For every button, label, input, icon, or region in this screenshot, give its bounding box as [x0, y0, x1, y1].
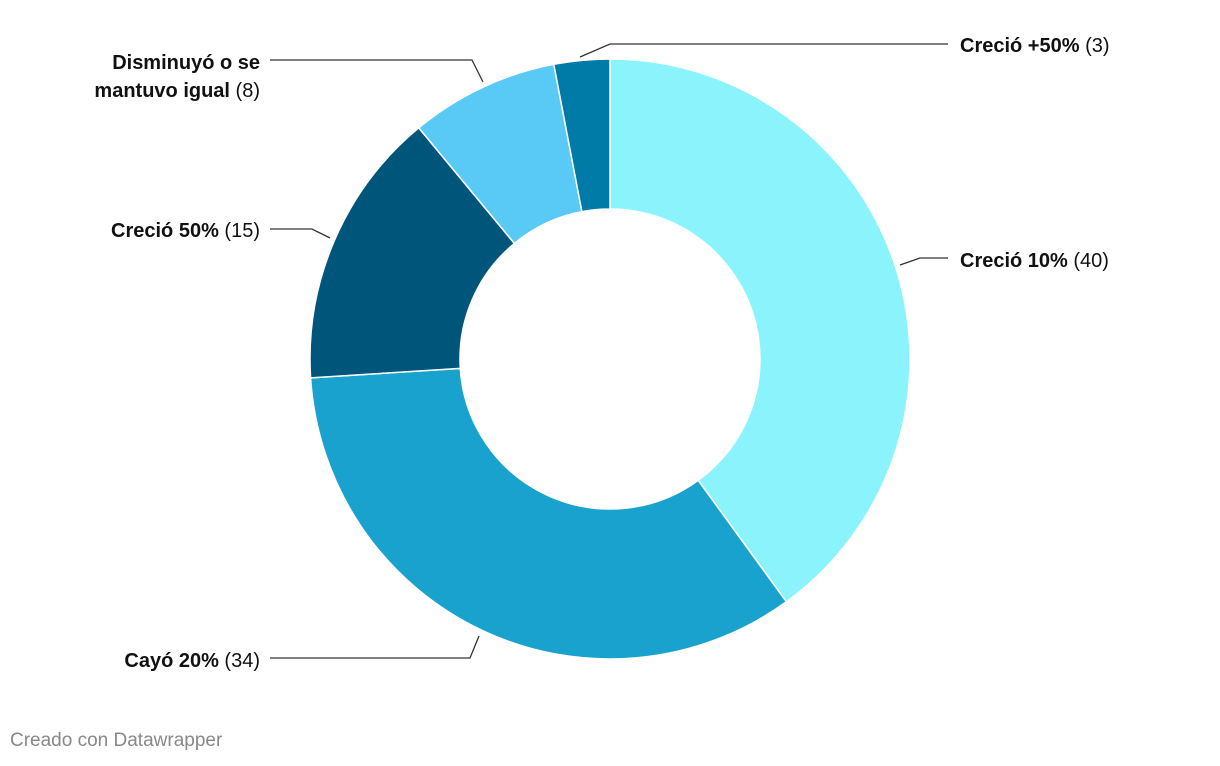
slice-cayo-20	[309, 367, 788, 660]
slice-label-crecio-50: Creció 50% (15)	[111, 220, 260, 242]
leader-line-crecio-50	[270, 228, 331, 239]
slice-label-name: Creció 50%	[111, 220, 219, 242]
leader-line-cayo-20	[270, 635, 480, 659]
slice-label-name: mantuvo igual	[94, 80, 230, 102]
leader-line-disminuyo-o-se-mantuvo-igual	[270, 59, 484, 83]
slice-label-value: (3)	[1080, 35, 1110, 57]
slices-layer	[309, 58, 911, 660]
datawrapper-credit: Creado con Datawrapper	[10, 730, 223, 751]
leader-line-crecio-10	[899, 257, 948, 266]
leader-lines	[270, 43, 948, 659]
slice-label-value: (8)	[230, 80, 260, 102]
slice-crecio-10	[609, 58, 911, 603]
slice-label-disminuyo-o-se-mantuvo-igual-line-2: mantuvo igual (8)	[94, 80, 260, 102]
slice-label-name: Cayó 20%	[124, 650, 219, 672]
slice-label-value: (34)	[219, 650, 260, 672]
slice-label-name: Creció +50%	[960, 35, 1080, 57]
slice-label-crecio-50: Creció +50% (3)	[960, 35, 1110, 57]
slice-label-value: (15)	[219, 220, 260, 242]
slice-label-name: Disminuyó o se	[112, 52, 260, 74]
slice-label-name: Creció 10%	[960, 250, 1068, 272]
slice-crecio-50	[309, 126, 516, 379]
slice-crecio-50	[552, 58, 611, 213]
slice-label-cayo-20: Cayó 20% (34)	[124, 650, 260, 672]
slice-label-crecio-10: Creció 10% (40)	[960, 250, 1109, 272]
leader-line-crecio-50	[579, 43, 948, 58]
slice-labels: Creció 10% (40) Cayó 20% (34) Creció 50% (…	[94, 35, 1109, 672]
slice-label-disminuyo-o-se-mantuvo-igual-line-1: Disminuyó o se	[112, 52, 260, 74]
slice-label-value: (40)	[1068, 250, 1109, 272]
